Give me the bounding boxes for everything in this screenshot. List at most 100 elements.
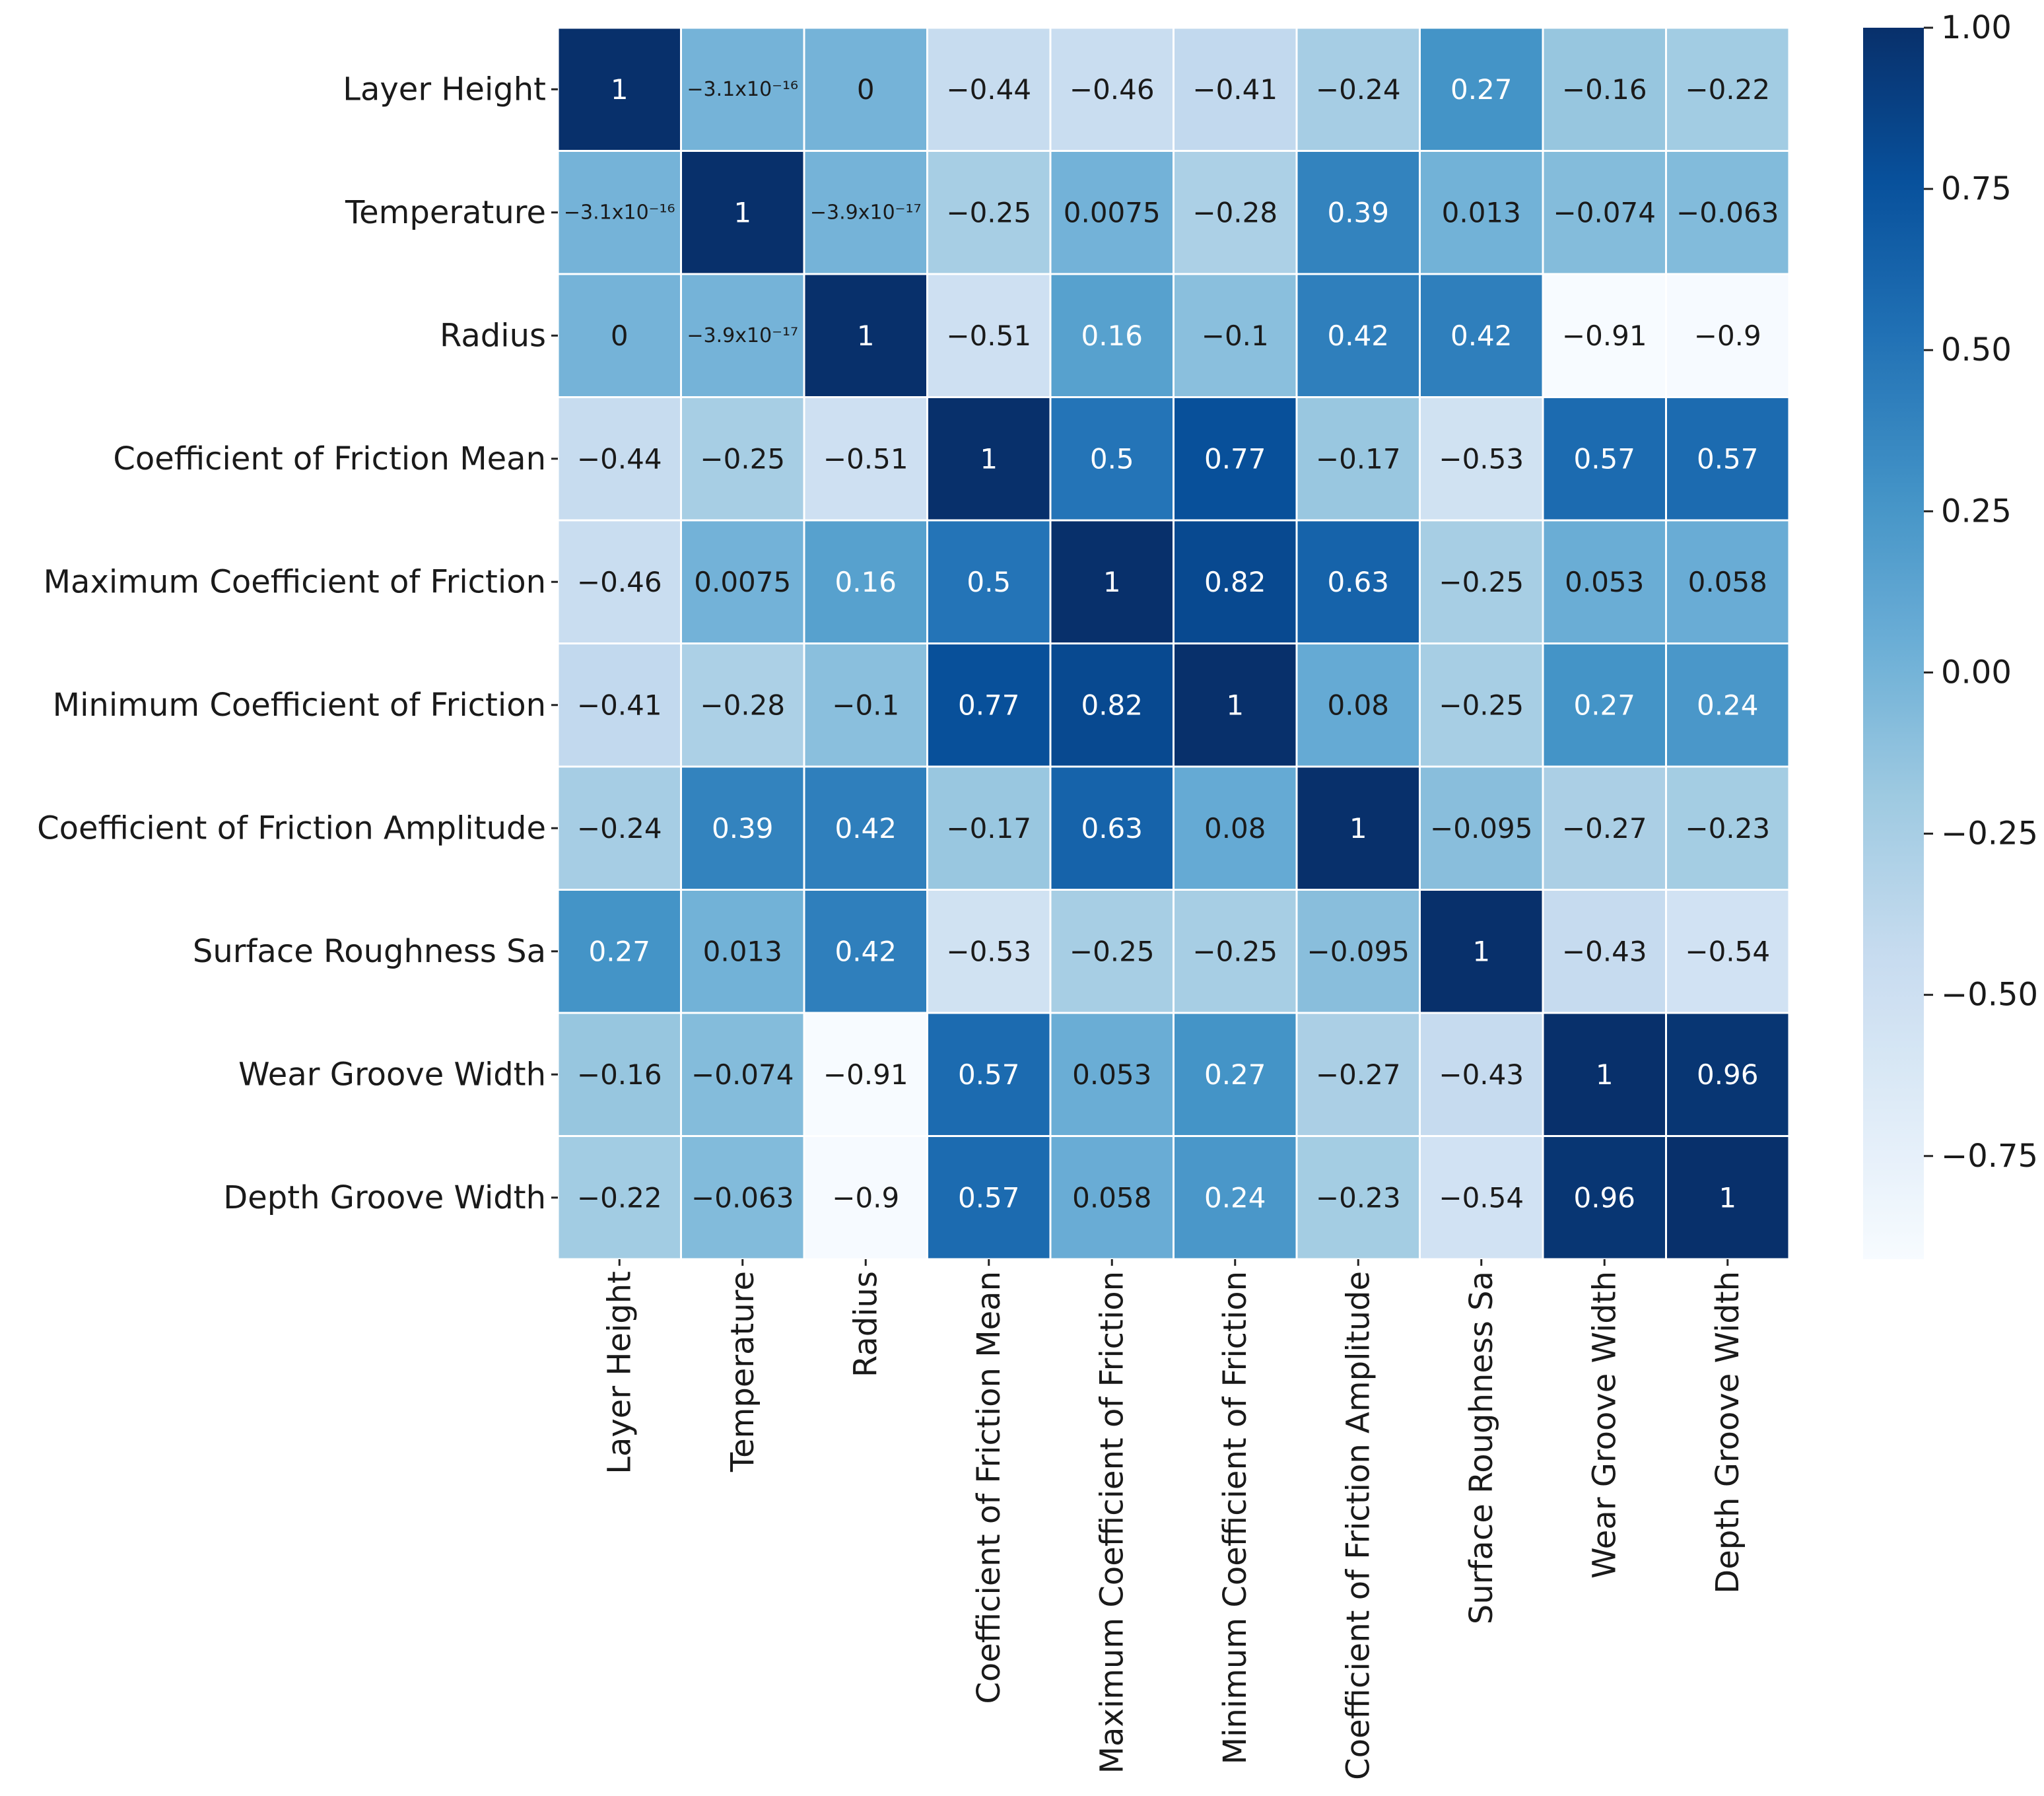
colorbar-tick-label: −0.50 (1941, 977, 2038, 1014)
heatmap-cell (680, 273, 805, 398)
heatmap-cell (680, 1012, 805, 1137)
cell-annotation: −3.1x10⁻¹⁶ (687, 78, 798, 101)
heatmap-cell (1295, 519, 1421, 644)
cell-annotation: 1 (1596, 1058, 1614, 1091)
heatmap-cell (1419, 519, 1544, 644)
colorbar-tick-label: 0.25 (1941, 493, 2012, 530)
heatmap-cell (1295, 889, 1421, 1014)
cell-annotation: −0.063 (1676, 196, 1779, 228)
heatmap-cell (1542, 642, 1667, 768)
cell-annotation: −0.44 (946, 73, 1031, 106)
cell-annotation: −0.16 (577, 1058, 662, 1091)
heatmap-cell (1295, 396, 1421, 522)
y-tick-label: Coefficient of Friction Amplitude (37, 810, 546, 846)
heatmap-cell (1665, 519, 1790, 644)
cell-annotation: 0.013 (1442, 196, 1521, 228)
heatmap-cell (1173, 889, 1298, 1014)
colorbar-tick-label: −0.75 (1941, 1138, 2038, 1175)
cell-annotation: 0.42 (835, 935, 897, 967)
heatmap-cell (1542, 273, 1667, 398)
cell-annotation: 0.77 (1204, 442, 1266, 475)
heatmap-cell (1542, 1012, 1667, 1137)
colorbar: 1.00 0.75 0.50 0.25 0.00 −0.25 −0.50 −0.75 (1863, 9, 2038, 1259)
cell-annotation: −3.9x10⁻¹⁷ (810, 201, 922, 224)
cell-annotation: −0.24 (1316, 73, 1401, 106)
cell-annotation: −0.23 (1685, 812, 1770, 845)
cell-annotation: −0.46 (1070, 73, 1155, 106)
cell-annotation: 0.013 (703, 935, 782, 967)
heatmap-cells (557, 26, 1790, 1261)
cell-annotation: −0.25 (1192, 935, 1278, 967)
cell-annotation: −0.25 (700, 442, 785, 475)
cell-annotation: −0.53 (946, 935, 1031, 967)
y-tick-label: Depth Groove Width (223, 1179, 546, 1216)
heatmap-cell (557, 273, 682, 398)
heatmap-annotations: 1 −3.1x10⁻¹⁶ 0 −0.44 −0.46 −0.41 −0.24 0.27 −0.1… (564, 73, 1779, 1214)
cell-annotation: −0.53 (1439, 442, 1524, 475)
cell-annotation: 1 (1719, 1181, 1736, 1214)
cell-annotation: 0.08 (1327, 689, 1389, 721)
heatmap-cell (1173, 765, 1298, 891)
cell-annotation: 0.16 (835, 566, 897, 598)
colorbar-tick-label: −0.25 (1941, 815, 2038, 852)
cell-annotation: −0.9 (832, 1181, 899, 1214)
cell-annotation: −0.91 (1562, 320, 1647, 352)
cell-annotation: 0.053 (1072, 1058, 1151, 1091)
y-tick-label: Coefficient of Friction Mean (113, 440, 546, 477)
cell-annotation: 0.57 (1697, 442, 1759, 475)
heatmap-cell (1419, 26, 1544, 152)
cell-annotation: −0.22 (1685, 73, 1770, 106)
y-tick-label: Surface Roughness Sa (193, 933, 546, 970)
heatmap-cell (1295, 1135, 1421, 1261)
heatmap-cell (1295, 150, 1421, 275)
heatmap-cell (1665, 150, 1790, 275)
cell-annotation: −3.9x10⁻¹⁷ (687, 324, 798, 347)
x-tick-label: Surface Roughness Sa (1463, 1271, 1500, 1624)
cell-annotation: −0.27 (1316, 1058, 1401, 1091)
cell-annotation: 0.058 (1072, 1181, 1151, 1214)
heatmap-cell (680, 889, 805, 1014)
heatmap-cell (926, 642, 1052, 768)
colorbar-tick-label: 0.50 (1941, 331, 2012, 368)
cell-annotation: 0.57 (958, 1181, 1020, 1214)
heatmap-cell (1665, 1135, 1790, 1261)
heatmap-cell (1295, 765, 1421, 891)
heatmap-cell (1173, 519, 1298, 644)
cell-annotation: 0.63 (1327, 566, 1389, 598)
cell-annotation: −0.51 (823, 442, 908, 475)
cell-annotation: 1 (980, 442, 998, 475)
colorbar-ticks: 1.00 0.75 0.50 0.25 0.00 −0.25 −0.50 −0.75 (1924, 9, 2038, 1175)
heatmap-cell (1173, 26, 1298, 152)
cell-annotation: 0.0075 (1064, 196, 1161, 228)
y-tick-label: Radius (440, 317, 546, 354)
cell-annotation: 0.96 (1697, 1058, 1759, 1091)
cell-annotation: 0.5 (1090, 442, 1134, 475)
heatmap-cell (926, 1012, 1052, 1137)
cell-annotation: 0.82 (1204, 566, 1266, 598)
cell-annotation: −0.54 (1685, 935, 1770, 967)
heatmap-cell (1419, 1135, 1544, 1261)
cell-annotation: 0.053 (1565, 566, 1644, 598)
cell-annotation: 0.08 (1204, 812, 1266, 845)
cell-annotation: −0.28 (1192, 196, 1278, 228)
y-tick-label: Wear Groove Width (238, 1056, 546, 1093)
heatmap-cell (803, 1012, 928, 1137)
x-tick-label: Coefficient of Friction Mean (971, 1271, 1007, 1704)
cell-annotation: −0.91 (823, 1058, 908, 1091)
x-tick-label: Maximum Coefficient of Friction (1093, 1271, 1130, 1774)
cell-annotation: 0 (611, 320, 629, 352)
x-tick-label: Layer Height (601, 1271, 638, 1474)
heatmap-cell (803, 26, 928, 152)
cell-annotation: 1 (1472, 935, 1490, 967)
x-tick-label: Wear Groove Width (1586, 1271, 1623, 1579)
heatmap-cell (1542, 1135, 1667, 1261)
cell-annotation: 0.058 (1688, 566, 1767, 598)
colorbar-tick-label: 1.00 (1941, 9, 2012, 46)
cell-annotation: 0.24 (1204, 1181, 1266, 1214)
x-tick-label: Radius (847, 1271, 884, 1377)
cell-annotation: −0.095 (1307, 935, 1410, 967)
cell-annotation: 0.5 (967, 566, 1011, 598)
heatmap-cell (1049, 519, 1175, 644)
cell-annotation: −0.23 (1316, 1181, 1401, 1214)
